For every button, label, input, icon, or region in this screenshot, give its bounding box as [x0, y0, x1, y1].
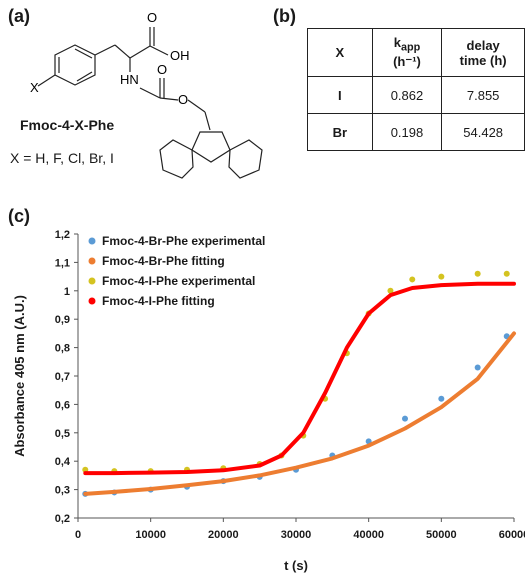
- header-x: X: [307, 28, 373, 77]
- data-point: [438, 395, 445, 402]
- header-delay-line2: time (h): [459, 52, 507, 68]
- series-3: [83, 281, 516, 476]
- row-i-delay: 7.855: [441, 76, 525, 114]
- fluorene-right-ring: [228, 139, 263, 179]
- series-1: [83, 331, 516, 496]
- panel-b-label: (b): [273, 6, 296, 26]
- x-tick-label: 10000: [135, 529, 166, 541]
- y-axis-title: Absorbance 405 nm (A.U.): [12, 295, 27, 457]
- x-tick-label: 30000: [281, 529, 312, 541]
- fluorene-left-ring: [159, 139, 194, 179]
- phenyl-ring: [54, 44, 96, 86]
- chart-legend: Fmoc-4-Br-Phe experimental Fmoc-4-Br-Phe …: [88, 234, 265, 308]
- x-bond: [37, 74, 56, 87]
- table-row: Br 0.198 54.428: [307, 113, 525, 151]
- y-tick-label: 0,9: [55, 314, 70, 326]
- table-header-row: X kapp (h⁻¹) delay time (h): [307, 28, 525, 77]
- row-i-x: I: [307, 76, 373, 114]
- fit-line: [83, 281, 516, 476]
- chart-series: [82, 270, 516, 497]
- data-point: [402, 415, 408, 422]
- atom-o-ester: O: [178, 92, 188, 107]
- x-axis-title: t (s): [284, 558, 308, 573]
- data-point: [409, 276, 416, 283]
- y-tick-label: 0,8: [55, 343, 70, 355]
- legend-marker: [88, 297, 96, 305]
- substituent-list: X = H, F, Cl, Br, I: [10, 150, 114, 166]
- x-tick-label: 50000: [426, 529, 457, 541]
- y-tick-label: 0,7: [55, 371, 70, 383]
- fmoc-phe-structure: X OH O HN O O: [30, 10, 263, 179]
- data-point: [438, 273, 445, 280]
- data-point: [474, 270, 481, 277]
- x-tick-label: 0: [75, 529, 81, 541]
- y-tick-label: 1,1: [55, 257, 70, 269]
- legend-entry: Fmoc-4-I-Phe experimental: [102, 274, 255, 288]
- chart-axes: 0,2 0,3 0,4 0,5 0,6 0,7 0,8 0,9 1 1,1 1,2 0 10000 200…: [12, 229, 525, 573]
- y-tick-label: 1: [64, 286, 70, 298]
- data-point: [387, 287, 394, 294]
- structure-bonds: [37, 27, 263, 179]
- header-kapp-symbol: k: [393, 35, 401, 51]
- panel-a-label: (a): [8, 6, 30, 26]
- table-row: I 0.862 7.855: [307, 76, 525, 114]
- x-tick-label: 60000: [499, 529, 525, 541]
- legend-marker: [88, 257, 96, 265]
- y-tick-label: 0,2: [55, 513, 70, 525]
- atom-x: X: [30, 80, 39, 95]
- legend-entry: Fmoc-4-Br-Phe experimental: [102, 234, 265, 248]
- header-kapp: kapp (h⁻¹): [371, 28, 443, 77]
- y-tick-label: 0,6: [55, 399, 70, 411]
- legend-entry: Fmoc-4-Br-Phe fitting: [102, 254, 225, 268]
- legend-marker: [88, 237, 96, 245]
- atom-oh: OH: [170, 48, 190, 63]
- atom-o-acid: O: [147, 10, 157, 25]
- x-tick-label: 40000: [353, 529, 384, 541]
- header-kapp-unit: (h⁻¹): [393, 53, 421, 69]
- header-delay-line1: delay: [466, 37, 500, 53]
- legend-entry: Fmoc-4-I-Phe fitting: [102, 294, 215, 308]
- absorbance-chart: 0,2 0,3 0,4 0,5 0,6 0,7 0,8 0,9 1 1,1 1,2 0 10000 200…: [12, 229, 525, 573]
- row-br-kapp: 0.198: [371, 113, 443, 151]
- atom-o-carbamate: O: [157, 62, 167, 77]
- compound-name: Fmoc-4-X-Phe: [20, 117, 115, 133]
- kinetics-table: X kapp (h⁻¹) delay time (h) I 0.862 7.85…: [307, 28, 525, 151]
- header-kapp-subscript: app: [400, 41, 421, 54]
- x-tick-label: 20000: [208, 529, 239, 541]
- row-br-x: Br: [307, 113, 373, 151]
- y-tick-label: 0,3: [55, 485, 70, 497]
- panel-c-label: (c): [8, 206, 30, 226]
- header-delay: delay time (h): [441, 28, 525, 77]
- legend-marker: [88, 277, 96, 285]
- fluorene-cyclopentane: [191, 131, 231, 163]
- row-br-delay: 54.428: [441, 113, 525, 151]
- y-tick-label: 0,4: [55, 456, 71, 468]
- row-i-kapp: 0.862: [371, 76, 443, 114]
- data-point: [503, 270, 510, 277]
- atom-hn: HN: [120, 72, 139, 87]
- fit-line: [83, 331, 516, 496]
- y-tick-label: 0,5: [55, 428, 70, 440]
- data-point: [474, 364, 481, 371]
- y-tick-label: 1,2: [55, 229, 70, 241]
